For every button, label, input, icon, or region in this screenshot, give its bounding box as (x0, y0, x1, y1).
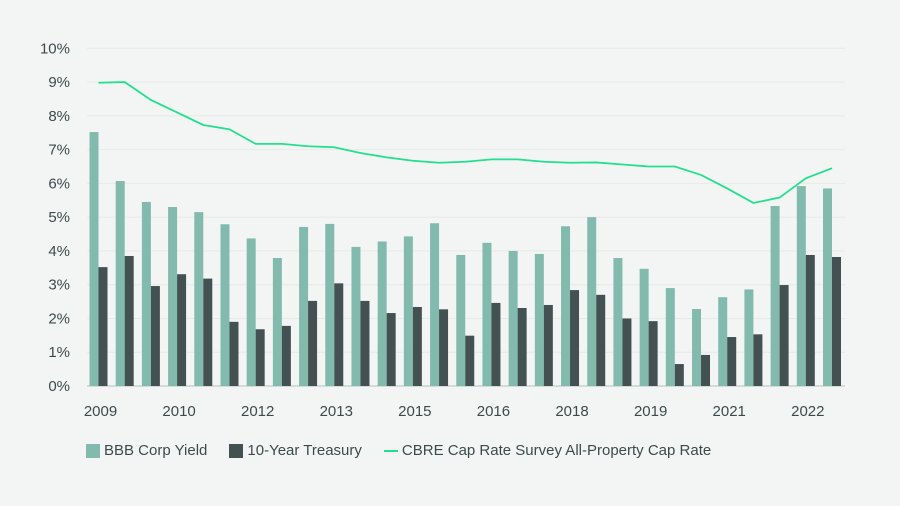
bar-bbb-corp-yield (665, 288, 675, 386)
y-tick-label: 6% (48, 175, 70, 192)
legend-swatch-cap-rate (383, 449, 398, 452)
bar-bbb-corp-yield (823, 188, 832, 386)
bar-bbb-corp-yield (561, 226, 571, 386)
bar-bbb-corp-yield (692, 309, 702, 386)
legend-item-bbb: BBB Corp Yield (86, 442, 207, 459)
bar-10-year-treasury (281, 325, 291, 386)
bar-10-year-treasury (360, 300, 370, 386)
bar-bbb-corp-yield (744, 289, 754, 386)
bar-10-year-treasury (779, 285, 789, 386)
bar-10-year-treasury (439, 309, 449, 386)
bar-bbb-corp-yield (456, 254, 466, 386)
bar-bbb-corp-yield (299, 226, 309, 386)
bar-bbb-corp-yield (351, 246, 361, 386)
y-tick-label: 8% (48, 108, 70, 125)
bar-10-year-treasury (570, 290, 580, 386)
x-tick-label: 2013 (320, 403, 353, 420)
y-tick-label: 1% (48, 344, 70, 361)
bar-10-year-treasury (150, 286, 160, 386)
bar-10-year-treasury (255, 329, 265, 386)
bar-bbb-corp-yield (194, 212, 204, 386)
y-axis-ticks: 0% 1% 2% 3% 4% 5% 6% 7% 8% 9% 10% (40, 40, 70, 395)
x-tick-label: 2019 (634, 403, 667, 420)
bar-10-year-treasury (203, 278, 213, 386)
bar-10-year-treasury (674, 364, 684, 386)
bar-bbb-corp-yield (115, 181, 125, 386)
bar-bbb-corp-yield (89, 132, 99, 386)
x-axis-ticks: 2009 2010 2012 2013 2015 2016 2018 2019 2021 2022 (84, 403, 825, 420)
bar-bbb-corp-yield (534, 253, 544, 386)
legend-label-cap-rate: CBRE Cap Rate Survey All-Property Cap Ra… (401, 442, 712, 459)
bar-bbb-corp-yield (377, 241, 387, 386)
bar-bbb-corp-yield (587, 217, 597, 386)
bar-10-year-treasury (229, 321, 239, 386)
y-tick-label: 5% (48, 209, 70, 226)
bar-bbb-corp-yield (272, 258, 282, 386)
y-tick-label: 7% (48, 142, 70, 159)
bar-bbb-corp-yield (403, 236, 413, 386)
bar-10-year-treasury (491, 302, 501, 386)
bar-10-year-treasury (753, 334, 763, 386)
y-tick-label: 3% (48, 277, 70, 294)
legend-label-treasury: 10-Year Treasury (247, 442, 362, 459)
bar-10-year-treasury (98, 267, 108, 386)
bar-10-year-treasury (334, 283, 344, 386)
bars (89, 132, 841, 386)
bar-10-year-treasury (648, 321, 658, 386)
legend-label-bbb: BBB Corp Yield (104, 442, 208, 459)
bar-10-year-treasury (177, 274, 187, 386)
bar-10-year-treasury (386, 313, 396, 386)
bar-10-year-treasury (543, 304, 553, 386)
y-tick-label: 9% (48, 74, 70, 91)
bar-bbb-corp-yield (168, 207, 178, 386)
bar-bbb-corp-yield (141, 201, 151, 386)
x-tick-label: 2016 (477, 403, 510, 420)
bar-bbb-corp-yield (482, 242, 492, 386)
bar-bbb-corp-yield (430, 223, 440, 386)
x-tick-label: 2022 (791, 403, 824, 420)
bar-10-year-treasury (805, 254, 815, 386)
bar-10-year-treasury (596, 294, 606, 386)
bar-10-year-treasury (124, 255, 134, 386)
legend-swatch-bbb (86, 443, 100, 458)
bar-bbb-corp-yield (508, 250, 518, 386)
cap-rate-line (98, 81, 833, 204)
bar-bbb-corp-yield (770, 206, 780, 386)
bar-10-year-treasury (832, 256, 841, 386)
bar-bbb-corp-yield (246, 238, 256, 386)
bar-10-year-treasury (622, 318, 632, 386)
y-tick-label: 4% (48, 243, 70, 260)
legend: BBB Corp Yield 10-Year Treasury CBRE Cap… (86, 442, 733, 459)
bar-10-year-treasury (465, 335, 475, 386)
bar-bbb-corp-yield (796, 186, 806, 386)
bar-bbb-corp-yield (220, 224, 230, 386)
bar-10-year-treasury (412, 306, 422, 386)
x-tick-label: 2009 (84, 403, 117, 420)
x-tick-label: 2012 (241, 403, 274, 420)
x-tick-label: 2015 (398, 403, 431, 420)
x-tick-label: 2010 (162, 403, 195, 420)
bar-10-year-treasury (727, 337, 737, 386)
line-cap-rate (98, 81, 833, 204)
y-tick-label: 0% (48, 378, 70, 395)
legend-swatch-treasury (229, 443, 244, 458)
y-tick-label: 10% (40, 40, 70, 57)
bar-bbb-corp-yield (613, 258, 623, 386)
y-tick-label: 2% (48, 310, 70, 327)
bar-bbb-corp-yield (718, 297, 728, 386)
x-tick-label: 2021 (713, 403, 746, 420)
x-tick-label: 2018 (555, 403, 588, 420)
bar-bbb-corp-yield (639, 268, 649, 386)
bar-10-year-treasury (517, 307, 527, 386)
bar-10-year-treasury (701, 354, 711, 386)
legend-item-treasury: 10-Year Treasury (229, 442, 362, 459)
bar-bbb-corp-yield (325, 223, 335, 386)
bar-10-year-treasury (308, 300, 318, 386)
legend-item-cap-rate: CBRE Cap Rate Survey All-Property Cap Ra… (383, 442, 712, 459)
